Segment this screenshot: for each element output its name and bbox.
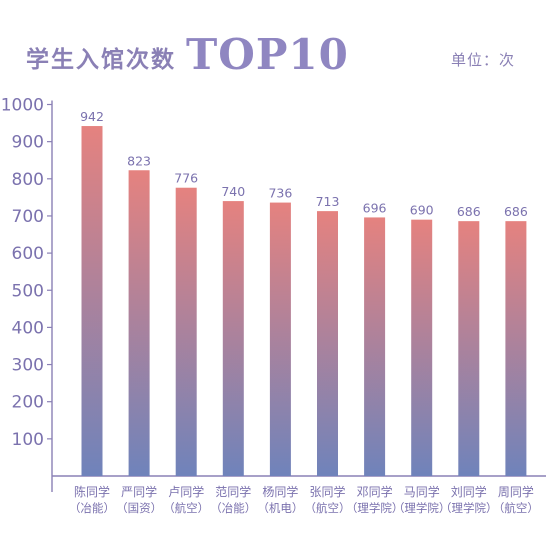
x-axis-labels: 陈同学 （冶能） 严同学 （国资） 卢同学 （航空） 范同学 （冶能） 杨同学 （机电） 张同学 （航…	[69, 484, 539, 515]
x-tick-label-name: 周同学	[498, 484, 534, 499]
bar	[269, 202, 291, 477]
x-tick-label-dept: （国资）	[116, 501, 162, 515]
x-tick-label-name: 杨同学	[262, 484, 298, 499]
value-labels: 942 823 776 740 736 713 696 690 686 686	[80, 109, 528, 219]
data-label: 823	[127, 153, 151, 168]
y-tick-label: 500	[12, 281, 44, 301]
y-tick-label: 100	[12, 430, 44, 450]
x-tick-label-dept: （冶能）	[69, 501, 115, 515]
data-label: 740	[221, 184, 245, 199]
bar	[317, 211, 338, 477]
x-tick-label-name: 邓同学	[357, 484, 393, 499]
x-tick-label-dept: （理学院）	[393, 501, 451, 515]
x-tick-label-name: 刘同学	[451, 484, 487, 499]
x-tick-label-dept: （理学院）	[346, 501, 404, 515]
y-tick-label: 200	[12, 393, 44, 413]
bar	[175, 187, 197, 476]
data-label: 690	[410, 203, 434, 218]
data-label: 736	[268, 186, 292, 201]
x-tick-label-name: 卢同学	[168, 484, 204, 499]
x-tick-label-dept: （理学院）	[440, 501, 498, 515]
data-label: 942	[80, 109, 104, 124]
bar	[505, 221, 527, 476]
x-tick-label-dept: （机电）	[257, 501, 303, 515]
y-tick-label: 600	[12, 244, 44, 264]
x-tick-label-name: 范同学	[215, 484, 251, 499]
chart-title-cn: 学生入馆次数	[26, 46, 176, 73]
bar	[81, 126, 103, 476]
y-tick-label: 300	[12, 356, 44, 376]
x-tick-label-name: 严同学	[121, 484, 157, 499]
y-tick-label: 400	[12, 318, 44, 338]
data-label: 713	[316, 194, 340, 209]
y-tick-label: 800	[12, 170, 44, 190]
x-tick-label-dept: （冶能）	[210, 501, 256, 515]
data-label: 686	[457, 204, 481, 219]
bars	[81, 126, 527, 477]
chart-title-en: TOP10	[186, 30, 349, 79]
y-tick-label: 1000	[1, 96, 44, 116]
data-label: 686	[504, 204, 528, 219]
x-tick-label-name: 马同学	[404, 484, 440, 499]
bar	[222, 201, 244, 476]
x-tick-label-dept: （航空）	[305, 501, 351, 515]
x-tick-label-dept: （航空）	[493, 501, 539, 515]
data-label: 696	[363, 200, 387, 215]
x-tick-label-dept: （航空）	[163, 501, 209, 515]
bar	[128, 170, 150, 476]
unit-label: 单位：次	[451, 51, 516, 69]
x-tick-label-name: 陈同学	[74, 484, 110, 499]
data-label: 776	[174, 171, 198, 186]
bar	[364, 217, 386, 476]
chart-title: 学生入馆次数 TOP10	[26, 32, 349, 78]
y-tick-label: 900	[12, 133, 44, 153]
bar	[458, 221, 480, 476]
bar	[411, 219, 433, 477]
x-tick-label-name: 张同学	[309, 484, 345, 499]
y-tick-label: 700	[12, 207, 44, 227]
y-axis-ticks: 100 200 300 400 500 600 700 800 900 1000	[1, 96, 52, 450]
